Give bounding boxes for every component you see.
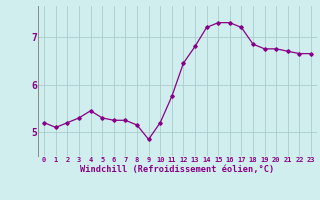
X-axis label: Windchill (Refroidissement éolien,°C): Windchill (Refroidissement éolien,°C) — [80, 165, 275, 174]
